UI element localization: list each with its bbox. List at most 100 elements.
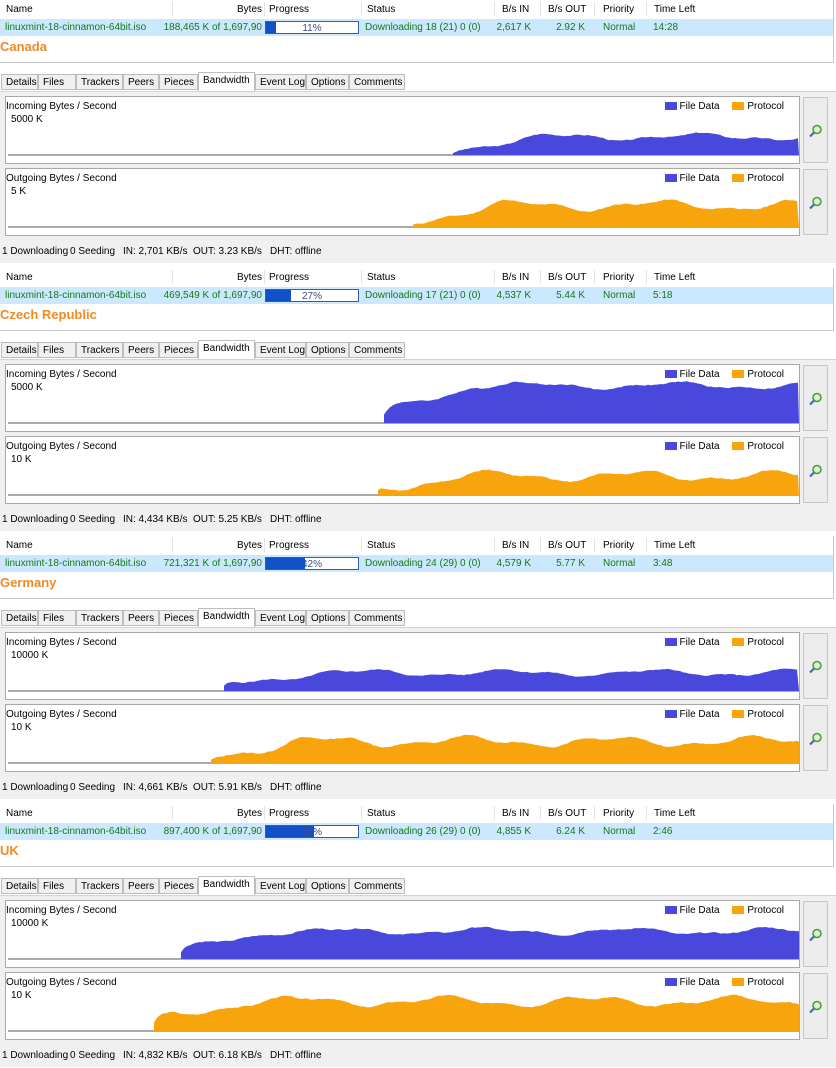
tab-event-log[interactable]: Event Log [255,342,306,358]
column-header-bs-in[interactable]: B/s IN [502,272,530,283]
column-header-time-left[interactable]: Time Left [654,808,696,819]
tab-options[interactable]: Options [306,878,349,894]
tab-details[interactable]: Details [1,74,38,90]
tab-trackers[interactable]: Trackers [76,878,123,894]
column-header-priority[interactable]: Priority [603,272,635,283]
column-header-progress[interactable]: Progress [269,540,310,551]
incoming-zoom-button[interactable] [803,97,828,163]
tab-comments[interactable]: Comments [349,74,405,90]
progress-fill [266,826,314,837]
tab-peers[interactable]: Peers [123,342,159,358]
incoming-zoom-button[interactable] [803,633,828,699]
tab-comments[interactable]: Comments [349,878,405,894]
outgoing-zoom-button[interactable] [803,973,828,1039]
tab-bandwidth[interactable]: Bandwidth [198,340,255,359]
column-header-progress[interactable]: Progress [269,4,310,15]
column-header-bytes[interactable]: Bytes [237,272,263,283]
protocol-swatch [732,102,745,110]
tab-trackers[interactable]: Trackers [76,342,123,358]
tab-files[interactable]: Files [38,74,76,90]
tab-files[interactable]: Files [38,342,76,358]
torrent-row[interactable]: linuxmint-18-cinnamon-64bit.iso 188,465 … [0,19,833,36]
column-header-time-left[interactable]: Time Left [654,4,696,15]
column-header-status[interactable]: Status [367,540,396,551]
legend-file-data: File Data [679,101,720,112]
tab-details[interactable]: Details [1,878,38,894]
outgoing-zoom-button[interactable] [803,169,828,235]
tab-pieces[interactable]: Pieces [159,610,198,626]
column-header-bs-in[interactable]: B/s IN [502,808,530,819]
incoming-plot [8,926,799,960]
tab-comments[interactable]: Comments [349,610,405,626]
tab-bandwidth[interactable]: Bandwidth [198,876,255,895]
column-header-status[interactable]: Status [367,4,396,15]
tab-details[interactable]: Details [1,342,38,358]
tab-options[interactable]: Options [306,74,349,90]
torrent-row[interactable]: linuxmint-18-cinnamon-64bit.iso 897,400 … [0,823,833,840]
torrent-row[interactable]: linuxmint-18-cinnamon-64bit.iso 721,321 … [0,555,833,572]
tab-event-log[interactable]: Event Log [255,74,306,90]
column-header-priority[interactable]: Priority [603,540,635,551]
legend-protocol: Protocol [747,709,784,720]
column-header-name[interactable]: Name [6,272,33,283]
tab-options[interactable]: Options [306,610,349,626]
tab-pieces[interactable]: Pieces [159,878,198,894]
column-header-row: Name Bytes Progress Status B/s IN B/s OU… [0,0,833,17]
column-header-progress[interactable]: Progress [269,808,310,819]
column-header-priority[interactable]: Priority [603,808,635,819]
tab-trackers[interactable]: Trackers [76,74,123,90]
outgoing-zoom-button[interactable] [803,705,828,771]
incoming-title: Incoming Bytes / Second [6,905,117,916]
column-header-priority[interactable]: Priority [603,4,635,15]
tab-bandwidth[interactable]: Bandwidth [198,608,255,627]
tab-comments[interactable]: Comments [349,342,405,358]
column-header-bytes[interactable]: Bytes [237,540,263,551]
column-header-progress[interactable]: Progress [269,272,310,283]
magnifier-icon [809,1000,822,1014]
legend-protocol: Protocol [747,173,784,184]
torrent-row[interactable]: linuxmint-18-cinnamon-64bit.iso 469,549 … [0,287,833,304]
column-header-status[interactable]: Status [367,272,396,283]
tab-files[interactable]: Files [38,878,76,894]
column-header-bs-out[interactable]: B/s OUT [548,808,587,819]
tab-files[interactable]: Files [38,610,76,626]
column-header-time-left[interactable]: Time Left [654,272,696,283]
magnifier-icon [809,732,822,746]
tab-options[interactable]: Options [306,342,349,358]
column-header-name[interactable]: Name [6,4,33,15]
outgoing-title: Outgoing Bytes / Second [6,173,117,184]
tab-pieces[interactable]: Pieces [159,74,198,90]
tab-peers[interactable]: Peers [123,610,159,626]
protocol-swatch [732,906,745,914]
torrent-bs-out: 5.77 K [556,558,585,569]
status-in-rate: IN: 4,434 KB/s [123,514,188,525]
tab-event-log[interactable]: Event Log [255,878,306,894]
incoming-zoom-button[interactable] [803,365,828,431]
incoming-zoom-button[interactable] [803,901,828,967]
tab-peers[interactable]: Peers [123,74,159,90]
tab-event-log[interactable]: Event Log [255,610,306,626]
status-seeding: 0 Seeding [70,1050,116,1061]
column-header-bs-out[interactable]: B/s OUT [548,4,587,15]
incoming-title: Incoming Bytes / Second [6,369,117,380]
column-header-bs-in[interactable]: B/s IN [502,540,530,551]
outgoing-zoom-button[interactable] [803,437,828,503]
tab-details[interactable]: Details [1,610,38,626]
legend-protocol: Protocol [747,977,784,988]
outgoing-plot [8,994,799,1032]
tab-pieces[interactable]: Pieces [159,342,198,358]
status-out-rate: OUT: 5.25 KB/s [193,514,262,525]
column-header-bytes[interactable]: Bytes [237,808,263,819]
tab-peers[interactable]: Peers [123,878,159,894]
column-header-status[interactable]: Status [367,808,396,819]
column-header-name[interactable]: Name [6,540,33,551]
column-header-bytes[interactable]: Bytes [237,4,263,15]
column-header-bs-in[interactable]: B/s IN [502,4,530,15]
column-header-bs-out[interactable]: B/s OUT [548,540,587,551]
column-header-name[interactable]: Name [6,808,33,819]
tab-bandwidth[interactable]: Bandwidth [198,72,255,91]
outgoing-legend: File Data Protocol [664,173,784,184]
column-header-time-left[interactable]: Time Left [654,540,696,551]
column-header-bs-out[interactable]: B/s OUT [548,272,587,283]
tab-trackers[interactable]: Trackers [76,610,123,626]
